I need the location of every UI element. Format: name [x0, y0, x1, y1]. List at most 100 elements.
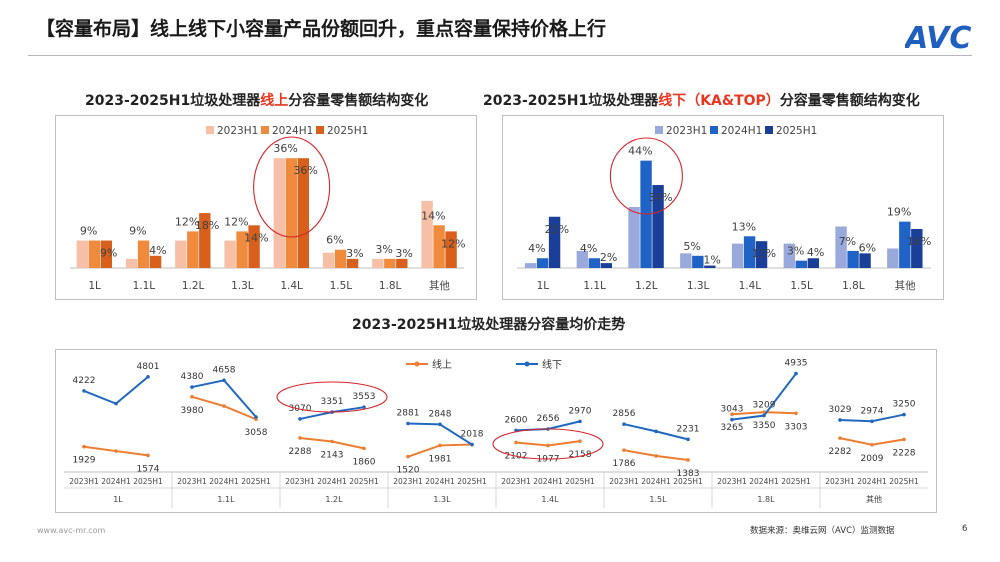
data-label: 2231	[677, 424, 700, 434]
x-tick-label: 1.3L	[231, 280, 254, 292]
bar	[600, 263, 613, 268]
x-tick-label: 1.4L	[280, 280, 303, 292]
legend-label: 2025H1	[776, 125, 817, 137]
period-tick-label: 2024H1	[533, 477, 563, 486]
bar	[445, 231, 457, 268]
data-label: 13%	[732, 220, 756, 233]
data-label: 4%	[528, 242, 545, 255]
legend-label: 2023H1	[666, 125, 707, 137]
page-title: 【容量布局】线上线下小容量产品份额回升，重点容量保持价格上行	[36, 18, 607, 40]
data-label: 2974	[861, 406, 884, 416]
data-label: 21%	[545, 223, 569, 236]
series-point	[114, 449, 118, 453]
bar	[322, 252, 335, 268]
bar	[847, 250, 859, 268]
legend-swatch	[655, 126, 663, 134]
data-label: 1574	[137, 464, 160, 474]
category-label: 1.4L	[541, 495, 559, 504]
data-label: 4%	[807, 246, 824, 259]
series-point	[222, 404, 226, 408]
category-label: 1.8L	[757, 495, 775, 504]
series-point	[298, 417, 302, 421]
series-point	[514, 440, 518, 445]
bar	[137, 240, 150, 268]
bar	[859, 253, 871, 268]
data-label: 5%	[683, 240, 700, 253]
data-label: 3351	[321, 397, 344, 407]
series-point	[82, 444, 86, 449]
period-tick-label: 2025H1	[565, 477, 595, 486]
data-label: 3250	[893, 400, 916, 410]
data-label: 2228	[893, 448, 916, 458]
period-tick-label: 2025H1	[241, 477, 271, 486]
data-label: 4801	[137, 362, 160, 372]
data-label: 3%	[346, 247, 363, 260]
period-tick-label: 2023H1	[393, 477, 423, 486]
data-label: 2009	[861, 454, 884, 464]
bar	[576, 250, 589, 268]
data-label: 4380	[181, 372, 204, 382]
period-tick-label: 2024H1	[101, 477, 131, 486]
bar	[175, 240, 187, 268]
legend-swatch	[316, 126, 324, 134]
online-chart-title: 2023-2025H1垃圾处理器线上分容量零售额结构变化	[85, 90, 428, 110]
data-label: 44%	[628, 145, 652, 158]
series-point	[406, 454, 410, 459]
online-bar-chart-panel: 2023H1 2024H1 2025H1 1L 1.1L 1.2L 1.3L 1.4L 1.5L…	[55, 115, 477, 300]
data-label: 2018	[461, 430, 484, 440]
series-point	[470, 442, 474, 447]
data-label: 2656	[537, 414, 560, 424]
data-label: 36%	[293, 164, 317, 177]
legend-swatch	[710, 126, 718, 134]
page-number: 6	[962, 524, 968, 534]
data-label: 3043	[721, 405, 744, 415]
bar	[421, 200, 433, 268]
online-title-prefix: 2023-2025H1垃圾处理器	[85, 93, 261, 109]
bar	[149, 255, 162, 268]
series-point	[654, 454, 658, 458]
data-label: 14%	[244, 231, 268, 244]
series-point	[222, 378, 226, 383]
highlight-circle	[492, 428, 604, 460]
data-label: 4658	[213, 365, 236, 375]
x-tick-label: 1L	[537, 280, 550, 292]
online-title-highlight: 线上	[260, 93, 289, 109]
bar	[899, 221, 911, 268]
series-point	[438, 422, 442, 427]
data-label: 9%	[129, 225, 146, 238]
series-point	[870, 442, 874, 447]
legend-label: 2023H1	[217, 125, 258, 137]
data-label: 34%	[648, 191, 672, 204]
series-point	[546, 443, 550, 448]
bar	[783, 243, 796, 268]
series-point	[406, 421, 410, 426]
legend-marker	[524, 361, 530, 367]
data-label: 3%	[787, 245, 804, 258]
series-point	[362, 405, 366, 409]
bar	[372, 258, 384, 268]
data-label: 2282	[829, 447, 852, 457]
bar	[236, 231, 248, 268]
series-point	[622, 448, 626, 452]
data-label: 2288	[289, 447, 312, 457]
x-tick-label: 1.1L	[583, 280, 606, 292]
bar	[384, 258, 396, 268]
x-tick-label: 1.8L	[379, 280, 402, 292]
bar	[248, 225, 260, 268]
data-label: 3%	[375, 243, 392, 256]
period-tick-label: 2024H1	[749, 477, 779, 486]
bar	[396, 258, 408, 268]
bar	[835, 226, 847, 268]
online-bar-chart: 2023H1 2024H1 2025H1 1L 1.1L 1.2L 1.3L 1.4L 1.5L…	[70, 125, 466, 292]
series-point	[902, 412, 906, 417]
price-line-chart-panel: 线上 线下 2023H1 2024H1 2025H1 1L 1929 1574 4222 4801…	[55, 349, 937, 513]
data-label: 3029	[829, 405, 852, 415]
legend-label: 2025H1	[327, 125, 368, 137]
data-label: 1520	[397, 466, 420, 476]
period-tick-label: 2025H1	[457, 477, 487, 486]
series-point	[794, 371, 798, 376]
bar	[334, 249, 347, 268]
period-tick-label: 2023H1	[609, 477, 639, 486]
category-label: 1.3L	[433, 495, 451, 504]
data-label: 3553	[353, 392, 376, 402]
